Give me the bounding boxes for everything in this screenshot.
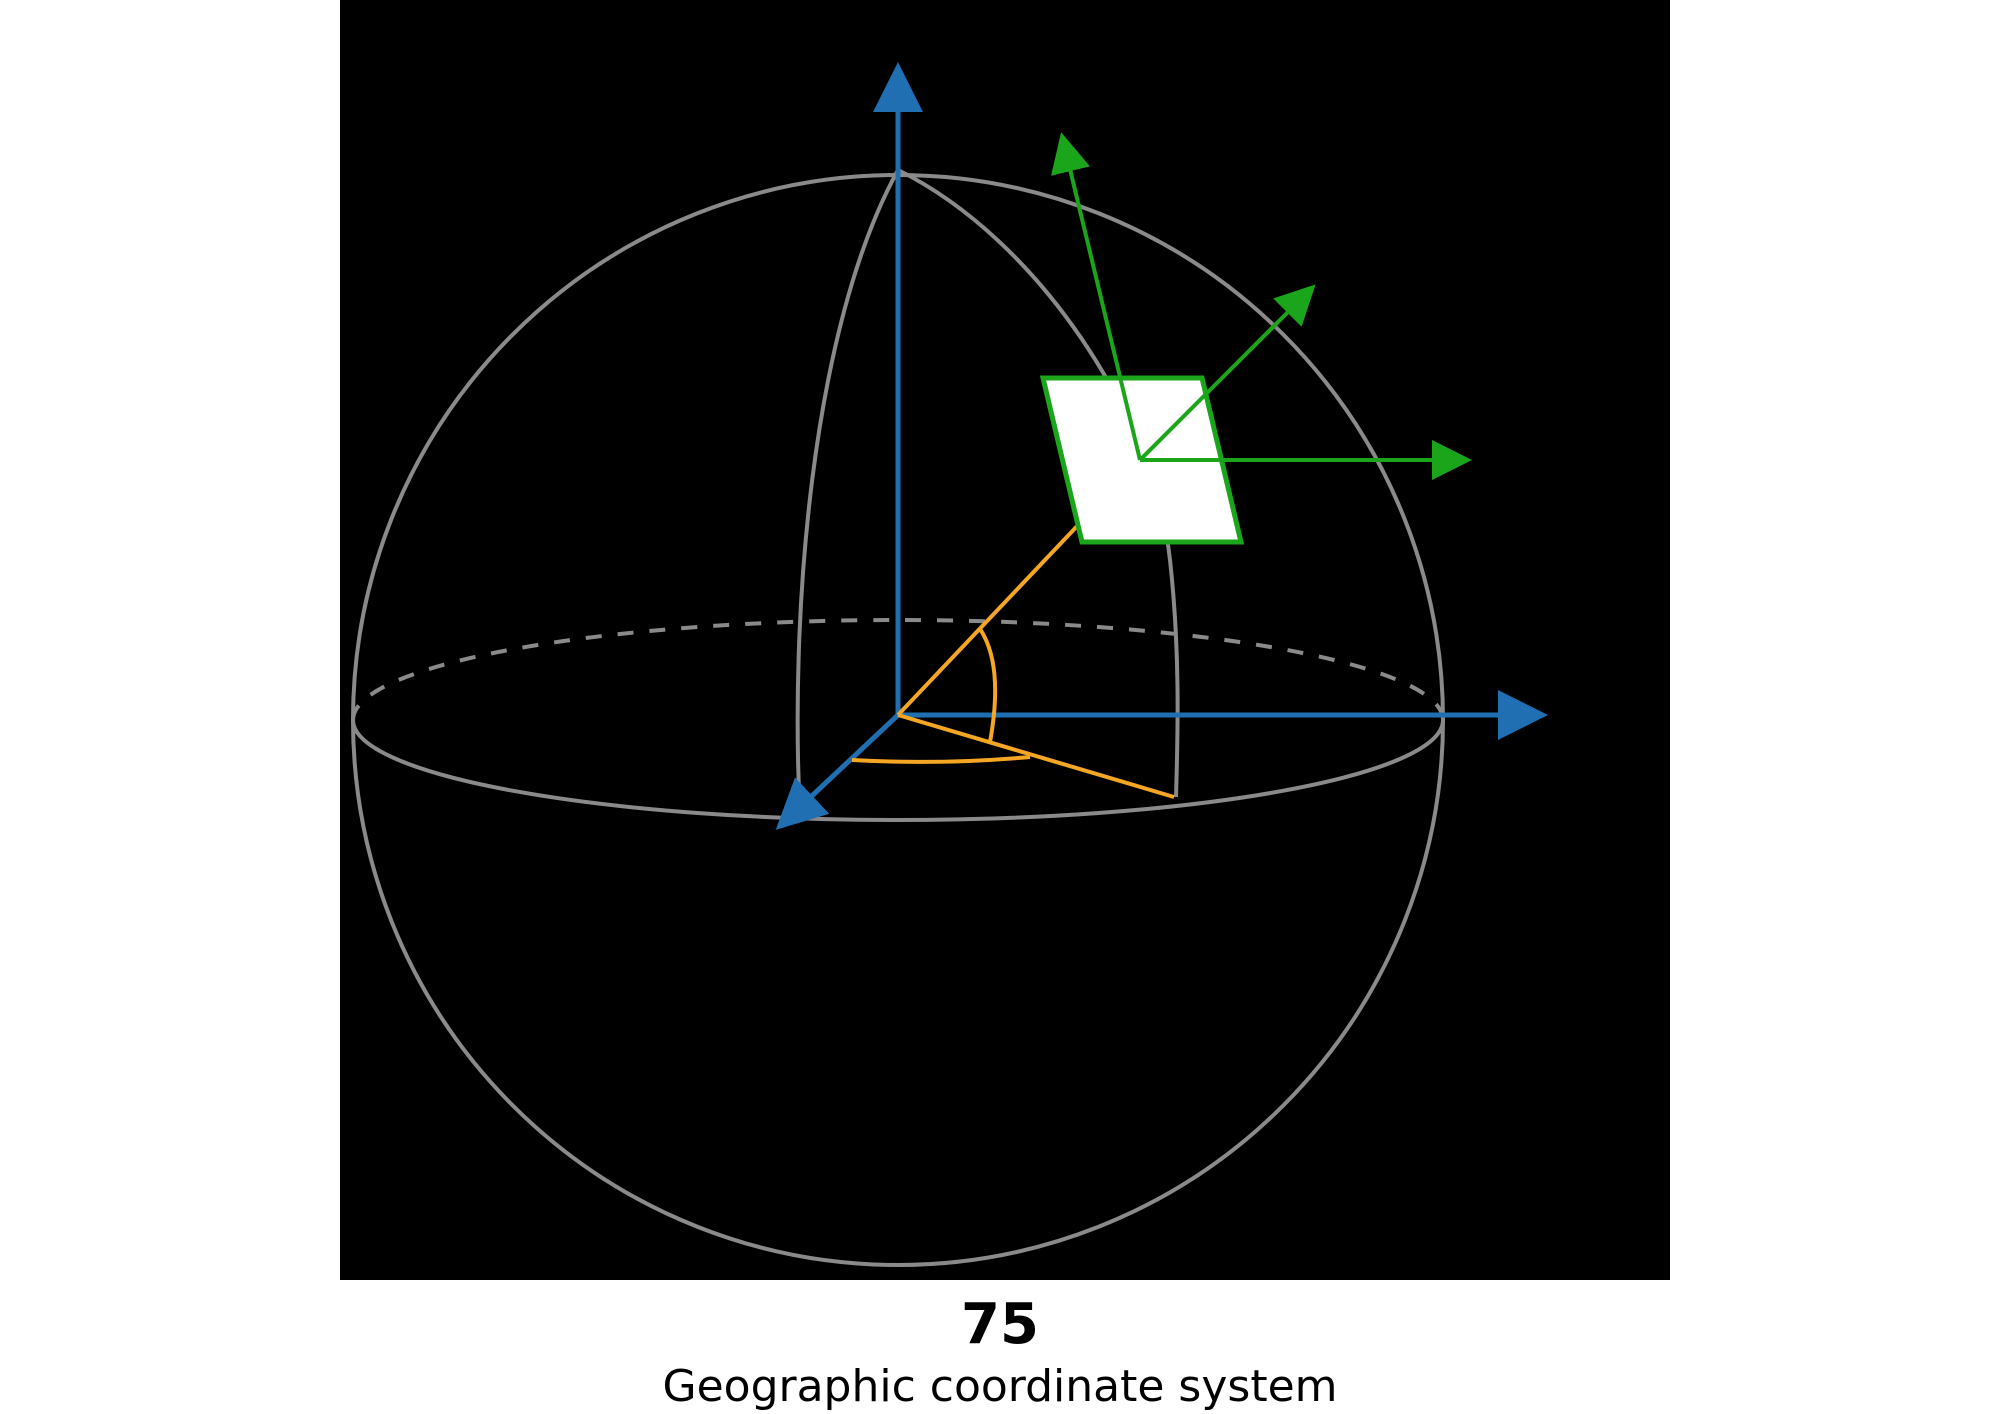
global-y-axis-arrow-icon	[775, 713, 900, 830]
local-north-arrow-icon	[1138, 284, 1316, 462]
meridian-left-icon	[795, 169, 900, 816]
diagram-panel	[340, 0, 1670, 1280]
local-up-arrow-icon	[1051, 132, 1142, 461]
position-vector-icon	[896, 520, 1083, 717]
longitude-angle-arc-icon	[851, 755, 1031, 764]
figure-number: 75	[961, 1292, 1039, 1357]
figure-title: Geographic coordinate system	[662, 1361, 1338, 1412]
equatorial-projection-line-icon	[897, 713, 1175, 799]
geographic-coordinate-diagram	[351, 62, 1548, 1267]
latitude-angle-arc-icon	[978, 627, 998, 743]
equator-front-icon	[351, 719, 1445, 822]
